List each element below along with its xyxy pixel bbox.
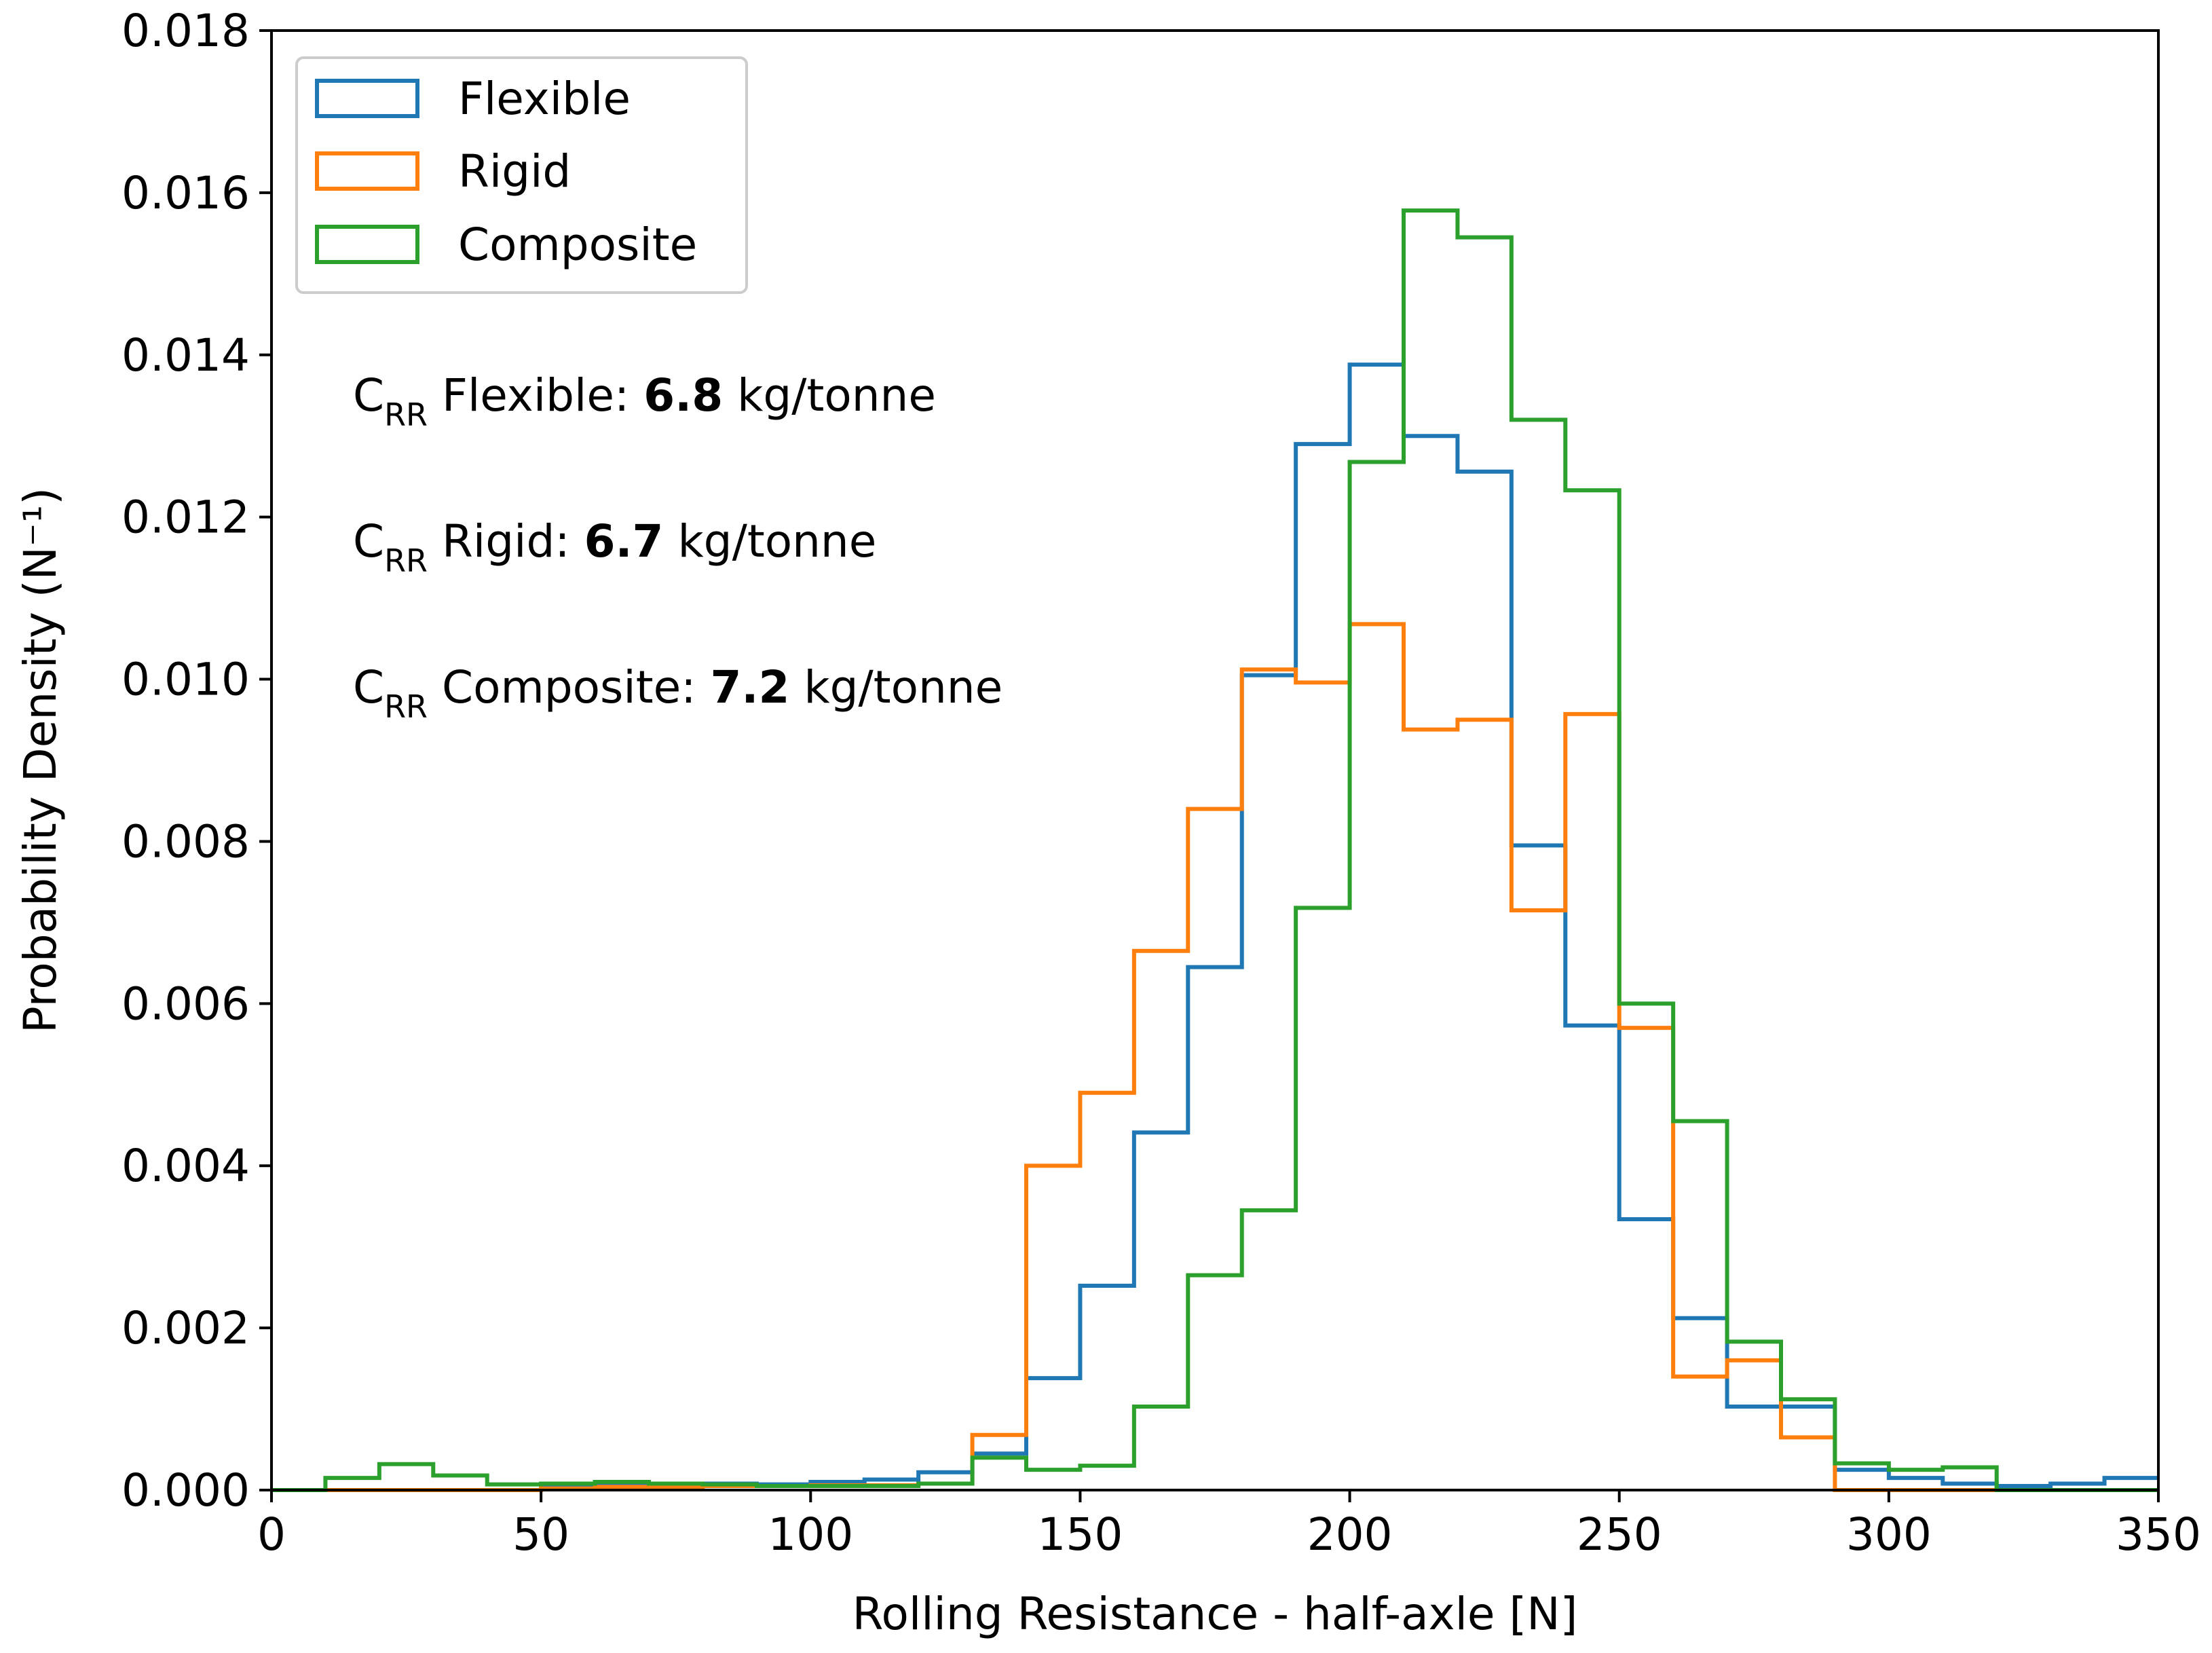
crr-unit: kg/tonne: [789, 661, 1002, 713]
crr-value: 6.8: [643, 369, 723, 422]
x-tick-label: 150: [1037, 1508, 1123, 1561]
y-tick-label: 0.000: [121, 1464, 250, 1517]
series-line-rigid: [271, 622, 2158, 1492]
axes-layer: 0 50 100 150 200 250 300 350 0.000 0.002 0.004 0.00…: [14, 5, 2201, 1640]
legend-label-flexible: Flexible: [458, 73, 631, 125]
legend-swatch-rigid: [315, 151, 419, 191]
y-axis-title: Probability Density (N⁻¹): [14, 487, 67, 1033]
x-tick-label: 250: [1577, 1508, 1662, 1561]
y-tick-label: 0.012: [121, 491, 250, 544]
x-tick-label: 300: [1846, 1508, 1932, 1561]
y-tick-label: 0.004: [121, 1140, 250, 1192]
crr-symbol: C: [353, 515, 384, 568]
x-tick-label: 350: [2116, 1508, 2201, 1561]
y-tick-label: 0.008: [121, 815, 250, 868]
crr-unit: kg/tonne: [663, 515, 876, 568]
crr-annotation: CRR Flexible: 6.8 kg/tonne: [353, 369, 936, 433]
legend: Flexible Rigid Composite: [295, 56, 748, 294]
x-tick-label: 50: [512, 1508, 569, 1561]
crr-value: 6.7: [584, 515, 664, 568]
y-tick-label: 0.014: [121, 329, 250, 382]
x-tick-label: 200: [1307, 1508, 1393, 1561]
y-tick-label: 0.010: [121, 654, 250, 706]
x-tick-label: 0: [257, 1508, 286, 1561]
crr-value: 7.2: [710, 661, 789, 713]
crr-subscript: RR: [384, 396, 428, 433]
y-tick-label: 0.016: [121, 167, 250, 219]
crr-unit: kg/tonne: [723, 369, 936, 422]
legend-swatch-composite: [315, 225, 419, 264]
crr-label: Flexible:: [428, 369, 643, 422]
crr-symbol: C: [353, 369, 384, 422]
y-tick-label: 0.018: [121, 5, 250, 57]
crr-subscript: RR: [384, 688, 428, 725]
x-tick-label: 100: [768, 1508, 853, 1561]
crr-annotation: CRR Rigid: 6.7 kg/tonne: [353, 515, 876, 579]
x-axis-title: Rolling Resistance - half-axle [N]: [852, 1588, 1578, 1640]
legend-swatch-flexible: [315, 79, 419, 118]
crr-subscript: RR: [384, 542, 428, 579]
crr-annotation: CRR Composite: 7.2 kg/tonne: [353, 661, 1002, 725]
plot-frame: [270, 29, 2160, 1491]
series-line-composite: [271, 208, 2158, 1492]
series-layer: [271, 208, 2158, 1492]
crr-label: Rigid:: [428, 515, 584, 568]
crr-symbol: C: [353, 661, 384, 713]
legend-label-composite: Composite: [458, 219, 697, 271]
y-tick-label: 0.002: [121, 1302, 250, 1354]
crr-label: Composite:: [428, 661, 710, 713]
legend-label-rigid: Rigid: [458, 145, 571, 198]
y-tick-label: 0.006: [121, 978, 250, 1030]
